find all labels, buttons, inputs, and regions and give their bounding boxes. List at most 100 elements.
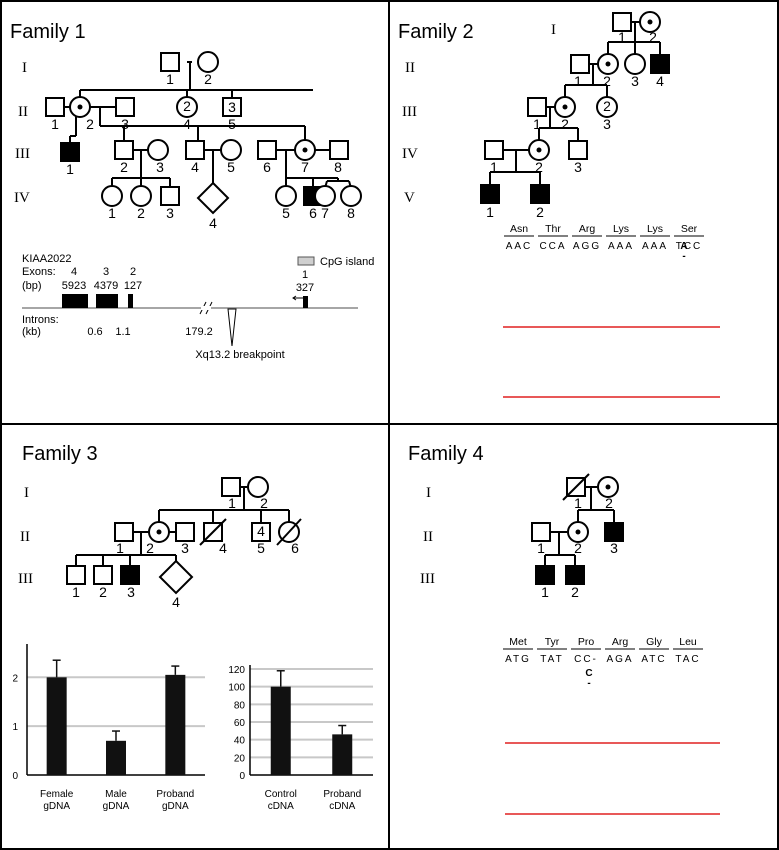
amino-acid-label: Arg [612, 636, 629, 648]
exon-1 [303, 296, 308, 308]
y-tick-label: 80 [234, 700, 246, 711]
svg-text:1: 1 [537, 540, 545, 556]
generation-label: II [423, 529, 433, 545]
svg-text:4: 4 [257, 523, 265, 539]
deceased-slash [199, 518, 227, 546]
panel-title: Family 3 [22, 443, 98, 465]
amino-acid-label: Met [509, 636, 527, 648]
affected-male-III-2 [565, 565, 585, 585]
carrier-dots [156, 529, 162, 535]
exon-size: 5923 [62, 280, 86, 292]
mutation-mark: - [587, 678, 590, 689]
codon-label: AAC [506, 241, 533, 252]
svg-text:1: 1 [51, 116, 59, 132]
svg-text:3: 3 [127, 584, 135, 600]
y-tick-label: 40 [234, 736, 246, 747]
exon-4 [62, 294, 88, 308]
x-tick-label: Control [265, 789, 297, 800]
svg-text:3: 3 [631, 73, 639, 89]
generation-label: III [18, 571, 33, 587]
bar [106, 740, 126, 775]
affected-male-III-1 [60, 142, 80, 162]
generation-label: I [24, 485, 29, 501]
gene-name: KIAA2022 [22, 253, 72, 265]
amino-acid-label: Thr [545, 223, 561, 235]
exon-2 [128, 294, 133, 308]
amino-acid-label: Ser [681, 223, 698, 235]
x-tick-label: Proband [323, 789, 361, 800]
chromatogram-patient [503, 396, 720, 398]
svg-text:7: 7 [301, 159, 309, 175]
affected-male-II-4 [650, 54, 670, 74]
generation-label: III [402, 104, 417, 120]
male-I-1 [221, 477, 241, 497]
female-IV-1 [101, 185, 123, 207]
codon-label: TAT [540, 654, 563, 665]
svg-text:4: 4 [656, 73, 664, 89]
svg-text:2: 2 [574, 540, 582, 556]
svg-text:2: 2 [603, 73, 611, 89]
svg-text:1: 1 [166, 71, 174, 87]
chromatogram-reference [503, 326, 720, 328]
amino-acid-label: Asn [510, 223, 528, 235]
male-III-2 [93, 565, 113, 585]
male-IV-3 [568, 140, 588, 160]
y-tick-label: 0 [12, 771, 18, 782]
carrier-dots [77, 104, 308, 153]
codon-label: ATC [641, 654, 666, 665]
exon-size: 4379 [94, 280, 118, 292]
individual-numbers: 1 2 1 2 3 4 2 1 2 3 1 2 3 1 2 [486, 29, 664, 220]
male-I-1 [612, 12, 632, 32]
generation-label: I [22, 60, 27, 76]
bar [270, 686, 291, 775]
amino-acid-label: Lys [647, 223, 663, 235]
exon-size: 127 [124, 280, 142, 292]
amino-acid-label: Gly [646, 636, 663, 648]
male-III-1 [66, 565, 86, 585]
svg-text:2: 2 [183, 98, 191, 114]
codon-label: CCA [539, 241, 566, 252]
svg-text:1: 1 [228, 495, 236, 511]
chromatogram-reference [505, 742, 720, 744]
x-tick-label: gDNA [162, 801, 189, 812]
bar [332, 734, 353, 775]
intron-size: 1.1 [115, 326, 130, 338]
carrier-dots [536, 19, 653, 153]
codon-label: TAC [675, 654, 700, 665]
codon-label: AGA [606, 654, 633, 665]
svg-text:2: 2 [204, 71, 212, 87]
x-tick-label: cDNA [268, 801, 294, 812]
bar [165, 674, 186, 775]
y-tick-label: 1 [12, 722, 18, 733]
svg-text:4: 4 [172, 594, 180, 610]
affected-male-III-1 [535, 565, 555, 585]
carrier-dots [575, 484, 611, 535]
svg-text:1: 1 [108, 205, 116, 221]
inserted-base: A [680, 241, 687, 252]
generation-label: III [420, 571, 435, 587]
svg-text:2: 2 [649, 29, 657, 45]
svg-text:2: 2 [137, 205, 145, 221]
svg-text:3: 3 [610, 540, 618, 556]
breakpoint-marker [227, 308, 237, 347]
male-IV-1 [484, 140, 504, 160]
svg-text:4: 4 [219, 540, 227, 556]
generation-label: V [404, 190, 415, 206]
codon-label: AAA [608, 241, 634, 252]
svg-text:2: 2 [260, 495, 268, 511]
generation-label: II [20, 529, 30, 545]
exon-number: 4 [71, 266, 77, 278]
male-II-1 [570, 54, 590, 74]
svg-text:5: 5 [282, 205, 290, 221]
affected-male-V-1 [480, 184, 500, 204]
y-tick-label: 20 [234, 753, 246, 764]
female-IV-7 [314, 185, 336, 207]
male-III-2 [114, 140, 134, 160]
female-III-3 [596, 96, 618, 118]
cpg-island-box [297, 256, 315, 266]
svg-text:8: 8 [347, 205, 355, 221]
panel-family-3: Family 3 I II III [12, 443, 373, 812]
svg-text:3: 3 [166, 205, 174, 221]
